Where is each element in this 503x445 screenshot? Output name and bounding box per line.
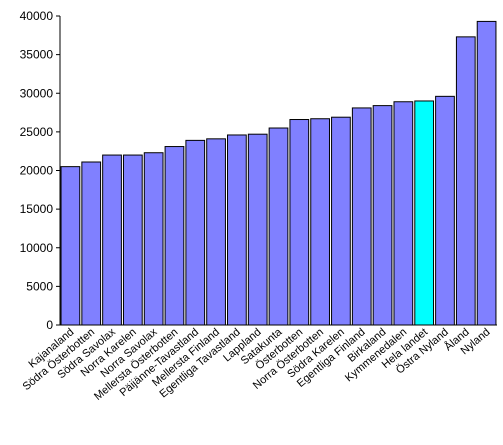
y-tick-label: 25000: [20, 125, 54, 139]
y-tick-label: 10000: [20, 241, 54, 255]
bar-18: [435, 95, 455, 326]
bar-2: [102, 154, 122, 326]
y-tick-label: 35000: [20, 48, 54, 62]
bar-1: [81, 161, 102, 326]
y-tick-label: 15000: [20, 202, 54, 216]
y-tick-label: 30000: [20, 86, 54, 100]
bar-19: [455, 36, 476, 326]
bar-11: [289, 119, 310, 326]
bars: [60, 20, 497, 326]
bar-13: [331, 116, 351, 326]
y-tick-label: 40000: [20, 9, 54, 23]
bar-6: [185, 139, 206, 326]
y-axis-ticks: 0 5000 10000 15000 20000 25000 30000 35000 40000: [20, 9, 60, 332]
bar-7: [206, 138, 226, 326]
bar-9: [247, 133, 268, 326]
bar-17: [414, 100, 435, 326]
bar-15: [372, 105, 393, 326]
bar-20: [476, 20, 497, 326]
y-tick-label: 5000: [26, 279, 53, 293]
axes: [59, 16, 497, 326]
bar-12: [310, 118, 330, 326]
bar-3: [122, 154, 143, 326]
y-tick-label: 20000: [20, 164, 54, 178]
bar-0: [60, 166, 81, 326]
y-tick-label: 0: [46, 318, 53, 332]
bar-5: [164, 146, 185, 326]
bar-8: [227, 134, 247, 326]
bar-10: [268, 127, 289, 326]
bar-4: [143, 152, 164, 326]
bar-16: [393, 101, 414, 326]
bar-14: [351, 107, 372, 326]
